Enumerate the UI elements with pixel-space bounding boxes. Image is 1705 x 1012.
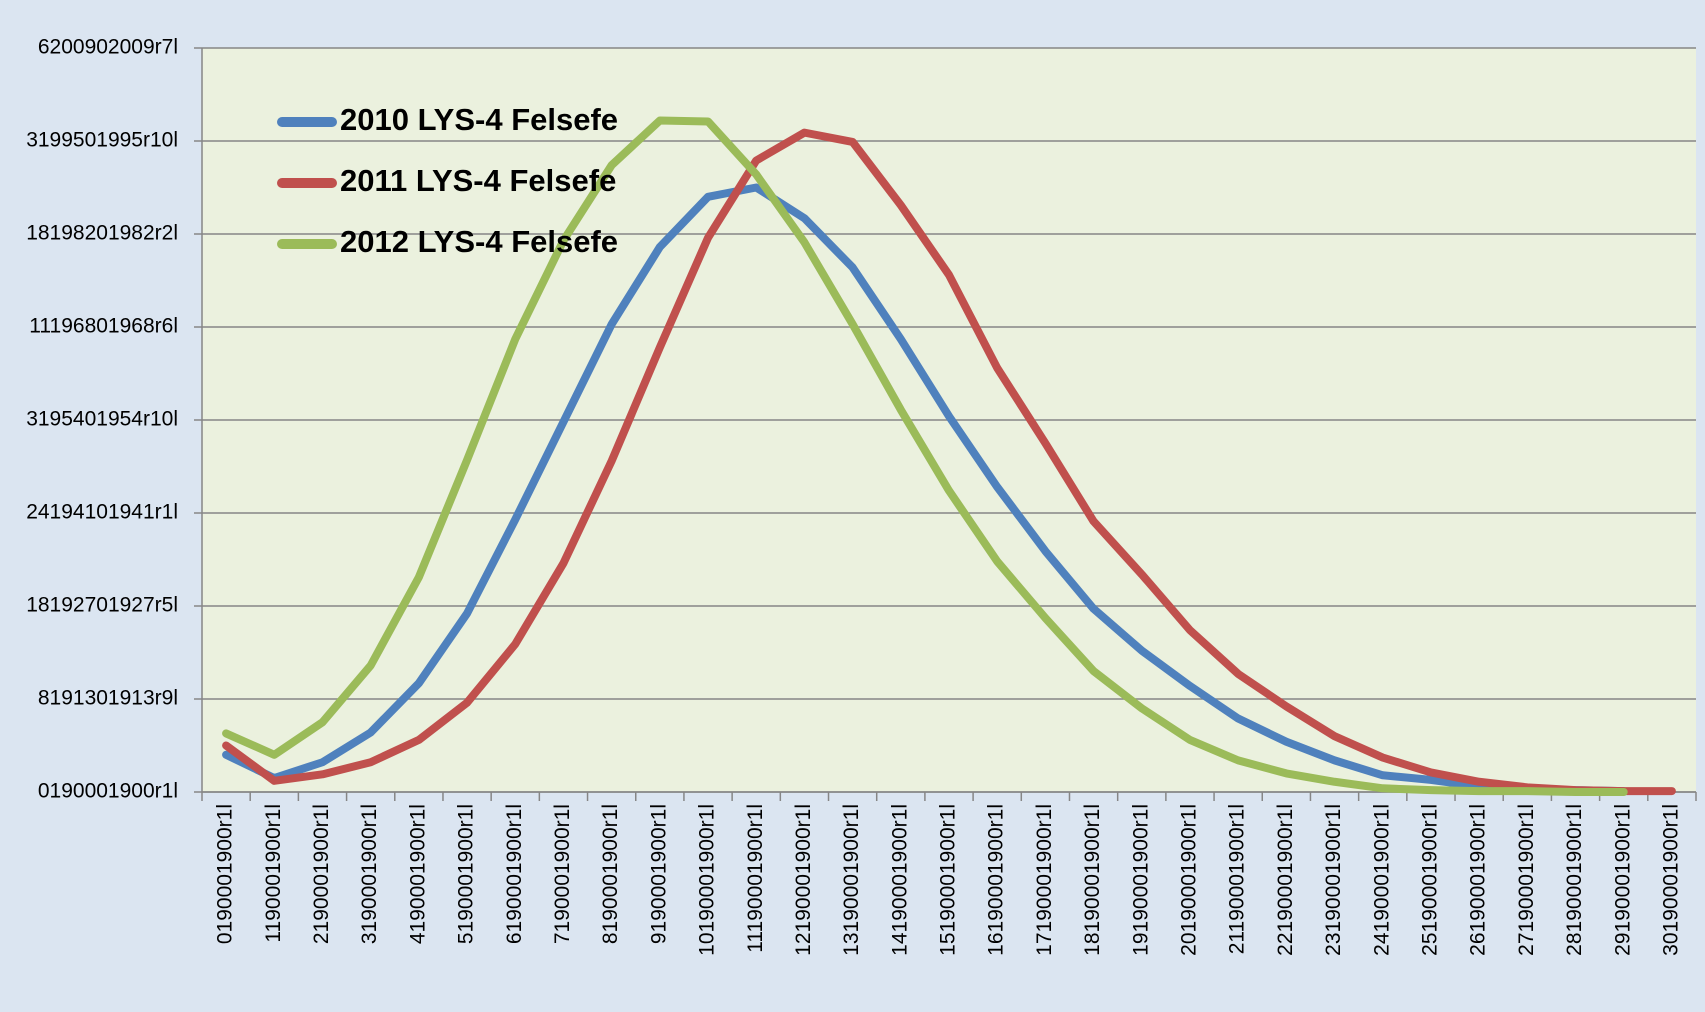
x-tick-label: 5190001900r1l xyxy=(455,804,478,944)
x-tick-label: 26190001900r1l xyxy=(1467,804,1490,956)
x-tick-label: 12190001900r1l xyxy=(792,804,815,956)
y-tick-label: 11196801968r6l xyxy=(29,315,178,338)
y-tick-label: 8191301913r9l xyxy=(38,687,178,710)
x-tick-label: 30190001900r1l xyxy=(1659,804,1682,956)
x-tick-label: 14190001900r1l xyxy=(888,804,911,956)
x-tick-label: 29190001900r1l xyxy=(1611,804,1634,956)
legend-label: 2012 LYS-4 Felsefe xyxy=(340,224,618,259)
y-tick-label: 18198201982r2l xyxy=(26,222,178,245)
x-tick-label: 0190001900r1l xyxy=(214,804,237,944)
x-tick-label: 21190001900r1l xyxy=(1226,804,1249,954)
x-tick-label: 4190001900r1l xyxy=(406,804,429,944)
series-line xyxy=(222,128,1676,796)
x-tick-label: 13190001900r1l xyxy=(840,804,863,956)
x-tick-label: 24190001900r1l xyxy=(1370,804,1393,956)
x-tick-label: 15190001900r1l xyxy=(937,804,960,956)
y-tick-label: 24194101941r1l xyxy=(26,501,178,524)
x-tick-label: 23190001900r1l xyxy=(1322,804,1345,956)
x-tick-label: 16190001900r1l xyxy=(985,804,1008,956)
x-tick-label: 25190001900r1l xyxy=(1418,804,1441,956)
x-tick-label: 22190001900r1l xyxy=(1274,804,1297,956)
x-tick-label: 28190001900r1l xyxy=(1563,804,1586,956)
x-tick-label: 11190001900r1l xyxy=(744,804,767,953)
x-tick-label: 20190001900r1l xyxy=(1178,804,1201,956)
x-tick-label: 8190001900r1l xyxy=(599,804,622,944)
y-tick-label: 3195401954r10l xyxy=(26,408,178,431)
x-tick-label: 17190001900r1l xyxy=(1033,804,1056,956)
x-tick-label: 10190001900r1l xyxy=(696,804,719,956)
series-line xyxy=(222,183,1628,796)
x-tick-label: 27190001900r1l xyxy=(1515,804,1538,956)
x-tick-label: 7190001900r1l xyxy=(551,804,574,944)
series-line xyxy=(222,116,1628,796)
x-tick-label: 3190001900r1l xyxy=(358,804,381,944)
y-tick-label: 0190001900r1l xyxy=(38,780,178,803)
legend-label: 2011 LYS-4 Felsefe xyxy=(340,163,616,198)
y-tick-label: 3199501995r10l xyxy=(26,129,178,152)
x-tick-label: 9190001900r1l xyxy=(647,804,670,944)
x-tick-label: 2190001900r1l xyxy=(310,804,333,944)
x-tick-label: 1190001900r1l xyxy=(262,804,285,943)
x-tick-label: 19190001900r1l xyxy=(1129,804,1152,956)
x-tick-label: 18190001900r1l xyxy=(1081,804,1104,956)
x-tick-label: 6190001900r1l xyxy=(503,804,526,944)
y-tick-label: 18192701927r5l xyxy=(26,594,178,617)
y-tick-label: 6200902009r7l xyxy=(38,36,178,59)
legend-label: 2010 LYS-4 Felsefe xyxy=(340,102,618,137)
